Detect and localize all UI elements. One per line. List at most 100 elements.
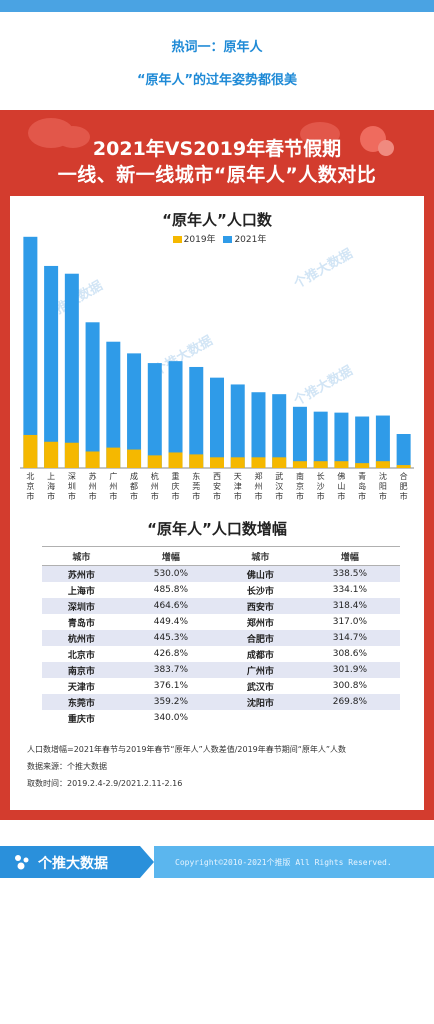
table-cell-growth: 301.9% bbox=[299, 662, 400, 678]
bar-2021-10 bbox=[230, 384, 245, 468]
table-title: “原年人”人口数增幅 bbox=[147, 520, 287, 538]
poster-title-line2: 一线、新一线城市“原年人”人数对比 bbox=[57, 164, 377, 186]
header-growth: 增幅 bbox=[120, 546, 221, 566]
notes: 人口数增幅=2021年春节与2019年春节“原年人”人数差值/2019年春节期间… bbox=[27, 741, 417, 792]
x-tick-label-18: 合肥市 bbox=[400, 471, 408, 501]
bar-2021-6 bbox=[147, 363, 162, 468]
bar-2021-7 bbox=[168, 361, 183, 468]
table-cell-city: 合肥市 bbox=[220, 630, 300, 646]
bar-chart: 北京市 上海市 深圳市 苏州市 广州市 成都市 杭州市 重庆市 东莞市 西安市 天津市 郑州市 武汉市 南… bbox=[20, 236, 414, 501]
note-source: 数据来源：个推大数据 bbox=[27, 762, 107, 771]
bar-2021-12 bbox=[272, 394, 287, 468]
x-tick-label-8: 东莞市 bbox=[192, 471, 200, 501]
table-row: 青岛市 449.4% 郑州市 317.0% bbox=[42, 614, 400, 630]
bar-2021-17 bbox=[375, 415, 390, 468]
x-tick-label-14: 长沙市 bbox=[317, 471, 325, 501]
bar-2019-13 bbox=[292, 461, 307, 468]
table-row: 深圳市 464.6% 西安市 318.4% bbox=[42, 598, 400, 614]
bar-2021-14 bbox=[313, 411, 328, 468]
bar-2019-3 bbox=[85, 451, 100, 468]
table-cell-growth: 445.3% bbox=[120, 630, 221, 646]
table-row: 上海市 485.8% 长沙市 334.1% bbox=[42, 582, 400, 598]
table-cell-growth: 314.7% bbox=[299, 630, 400, 646]
bar-2019-0 bbox=[23, 434, 38, 468]
legend-swatch-2021 bbox=[223, 236, 233, 243]
footer-banner: 个推大数据 Copyright©2010-2021个推版 All Rights … bbox=[0, 846, 434, 878]
footer-logo-text: 个推大数据 bbox=[38, 856, 108, 872]
table-header-row: 城市 增幅 城市 增幅 bbox=[42, 546, 400, 566]
table-cell-city: 武汉市 bbox=[246, 682, 274, 693]
header-growth: 增幅 bbox=[299, 546, 400, 566]
footer-copyright: Copyright©2010-2021个推版 All Rights Reserv… bbox=[175, 858, 392, 867]
header-city: 城市 bbox=[220, 546, 300, 566]
chart-legend: 2019年 2021年 bbox=[10, 232, 424, 245]
table-cell-growth: 449.4% bbox=[153, 617, 189, 627]
table-cell-city: 郑州市 bbox=[246, 618, 274, 629]
table-cell-growth: 485.8% bbox=[153, 585, 189, 595]
table-cell-city: 北京市 bbox=[67, 650, 95, 661]
chart-title: “原年人”人口数 bbox=[162, 211, 272, 229]
table-cell-city: 深圳市 bbox=[42, 598, 121, 614]
table-row: 南京市 383.7% 广州市 301.9% bbox=[42, 662, 400, 678]
table-cell-growth: 317.0% bbox=[332, 617, 368, 627]
table-row: 东莞市 359.2% 沈阳市 269.8% bbox=[42, 694, 400, 710]
x-tick-label-6: 杭州市 bbox=[151, 471, 159, 501]
bar-2019-17 bbox=[375, 461, 390, 468]
table-row: 北京市 426.8% 成都市 308.6% bbox=[42, 646, 400, 662]
table-cell-growth: 383.7% bbox=[120, 662, 221, 678]
table-cell-city: 东莞市 bbox=[42, 694, 121, 710]
table-cell-growth: 426.8% bbox=[153, 649, 189, 659]
x-tick-label-1: 上海市 bbox=[47, 472, 55, 501]
section-subheading: “原年人”的过年姿势都很美 bbox=[136, 73, 298, 88]
footer-copyright-area bbox=[154, 846, 434, 878]
x-tick-label-0: 北京市 bbox=[26, 472, 34, 501]
x-tick-label-3: 苏州市 bbox=[89, 471, 97, 501]
note-period: 取数时间：2019.2.4-2.9/2021.2.11-2.16 bbox=[27, 779, 183, 788]
legend-label-2021: 2021年 bbox=[234, 235, 267, 245]
x-tick-label-12: 武汉市 bbox=[275, 471, 283, 501]
bar-2019-10 bbox=[230, 457, 245, 468]
table-row: 重庆市 340.0% bbox=[42, 710, 400, 726]
bar-2019-2 bbox=[64, 442, 79, 468]
bar-2021-4 bbox=[106, 341, 121, 468]
top-accent-bar bbox=[0, 0, 434, 12]
bar-2019-7 bbox=[168, 452, 183, 468]
table-row: 天津市 376.1% 武汉市 300.8% bbox=[42, 678, 400, 694]
legend-label-2019: 2019年 bbox=[183, 235, 216, 245]
x-tick-label-4: 广州市 bbox=[109, 471, 117, 501]
note-definition: 人口数增幅=2021年春节与2019年春节“原年人”人数差值/2019年春节期间… bbox=[27, 745, 347, 754]
bar-2019-8 bbox=[189, 454, 204, 468]
bar-2019-14 bbox=[313, 461, 328, 468]
cloud-decoration-left-2 bbox=[56, 126, 90, 148]
x-tick-label-16: 青岛市 bbox=[358, 471, 366, 501]
table-cell-city: 西安市 bbox=[220, 598, 300, 614]
poster-title-line1: 2021年VS2019年春节假期 bbox=[92, 138, 342, 160]
x-tick-label-2: 深圳市 bbox=[68, 472, 76, 501]
growth-table: 城市 增幅 城市 增幅 苏州市 530.0% 佛山市 338.5% 上海市 485.8% 长… bbox=[42, 546, 400, 726]
table-row: 杭州市 445.3% 合肥市 314.7% bbox=[42, 630, 400, 646]
x-tick-label-11: 郑州市 bbox=[254, 471, 262, 501]
bar-2021-0 bbox=[23, 236, 38, 468]
table-cell-growth: 334.1% bbox=[332, 585, 368, 595]
bar-2021-2 bbox=[64, 273, 79, 468]
table-cell-city bbox=[221, 710, 300, 726]
lantern-decoration-2 bbox=[378, 140, 394, 156]
x-tick-label-7: 重庆市 bbox=[172, 471, 180, 501]
bar-2019-16 bbox=[355, 463, 370, 468]
table-cell-growth: 338.5% bbox=[299, 565, 400, 582]
x-tick-label-9: 西安市 bbox=[213, 472, 221, 501]
bar-2021-15 bbox=[334, 412, 349, 468]
table-cell-city: 重庆市 bbox=[67, 714, 95, 725]
bar-2019-15 bbox=[334, 461, 349, 468]
table-cell-growth bbox=[300, 710, 400, 726]
bar-2021-9 bbox=[210, 377, 224, 468]
table-cell-growth: 376.1% bbox=[153, 681, 189, 691]
bar-2021-1 bbox=[44, 265, 59, 468]
x-tick-label-13: 南京市 bbox=[296, 471, 304, 501]
bar-2019-1 bbox=[44, 441, 59, 468]
table-cell-growth: 530.0% bbox=[120, 565, 221, 582]
section-heading: 热词一：原年人 bbox=[171, 40, 263, 55]
table-cell-city: 广州市 bbox=[220, 662, 300, 678]
table-cell-city: 苏州市 bbox=[42, 565, 121, 582]
bar-2019-5 bbox=[127, 449, 142, 468]
